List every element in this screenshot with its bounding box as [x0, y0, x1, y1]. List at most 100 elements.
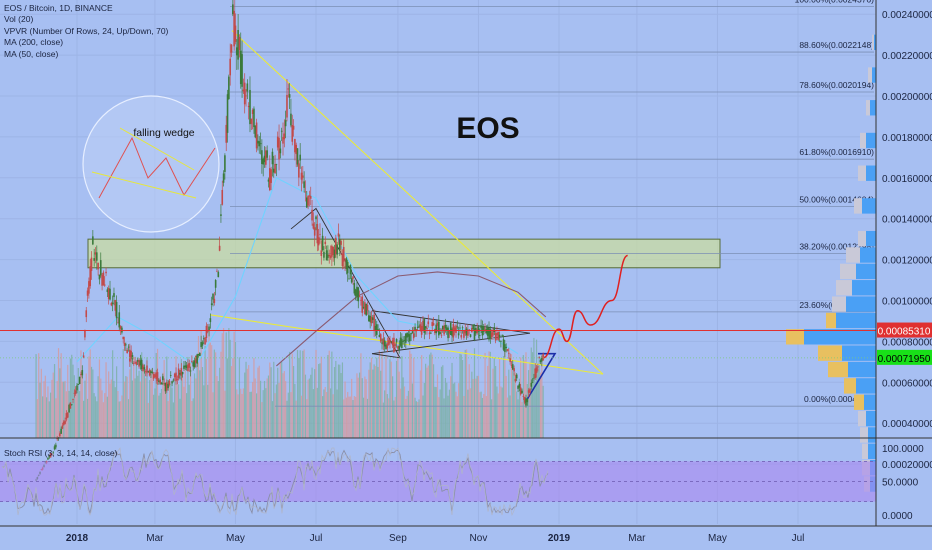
vpvr-down-row [836, 280, 852, 296]
volume-bar [170, 383, 172, 438]
candle-body [329, 255, 332, 258]
candle-body [249, 89, 251, 125]
candle-body [482, 326, 485, 332]
volume-bar [47, 386, 49, 438]
candle-body [206, 330, 209, 332]
candle-body [395, 339, 398, 343]
volume-bar [129, 369, 131, 438]
volume-bar [417, 401, 419, 438]
candle-body [237, 30, 239, 60]
y-tick-label: 0.00220000 [882, 51, 932, 62]
symbol-label[interactable]: EOS / Bitcoin, 1D, BINANCE [4, 3, 113, 13]
volume-bar [285, 381, 287, 438]
candle-body [142, 365, 144, 372]
volume-bar [410, 353, 412, 438]
volume-bar [255, 393, 258, 438]
volume-bar [537, 368, 539, 438]
candle-body [235, 47, 238, 56]
candle-body [405, 333, 407, 343]
candle-body [501, 334, 504, 336]
vpvr-up-row [866, 165, 876, 181]
indicator-ma200[interactable]: MA (200, close) [4, 37, 64, 48]
candle-body [126, 349, 128, 354]
volume-bar [48, 401, 50, 438]
volume-bar [306, 399, 308, 438]
stoch-rsi-label[interactable]: Stoch RSI (3, 3, 14, 14, close) [4, 448, 118, 458]
candle-body [251, 110, 254, 115]
candle-body [441, 325, 444, 330]
indicator-ma50[interactable]: MA (50, close) [4, 48, 59, 59]
volume-bar [414, 397, 416, 438]
volume-bar [539, 372, 542, 438]
volume-bar [384, 390, 386, 438]
volume-bar [133, 357, 135, 438]
candle-body [209, 318, 212, 323]
volume-bar [93, 393, 95, 438]
candle-body [152, 373, 155, 379]
candle-body [169, 375, 172, 376]
candle-body [180, 367, 183, 376]
indicator-vol[interactable]: Vol (20) [4, 14, 34, 25]
volume-bar [484, 352, 486, 438]
candle-body [195, 355, 197, 363]
volume-bar [273, 361, 275, 438]
candle-body [139, 360, 142, 366]
vpvr-down-row [844, 378, 856, 394]
candle-body [447, 327, 449, 339]
volume-bar [460, 354, 462, 438]
candle-body [494, 333, 497, 341]
volume-bar [80, 350, 82, 438]
volume-bar [271, 401, 274, 438]
volume-bar [454, 382, 456, 438]
volume-bar [481, 397, 484, 438]
candle-body [118, 312, 121, 328]
indicator-vpvr[interactable]: VPVR (Number Of Rows, 24, Up/Down, 70) [4, 25, 169, 36]
candle-body [250, 118, 253, 124]
candle-body [370, 316, 373, 324]
vpvr-up-row [842, 345, 876, 361]
volume-bar [472, 378, 474, 438]
candle-body [111, 302, 114, 304]
volume-bar [228, 328, 230, 438]
candle-body [488, 327, 490, 340]
candle-body [521, 390, 523, 394]
volume-bar [452, 383, 454, 438]
candle-body [385, 344, 387, 350]
volume-bar [220, 351, 222, 438]
volume-bar [397, 350, 399, 438]
vpvr-down-row [858, 410, 866, 427]
x-tick-label: Mar [628, 533, 646, 544]
candle-body [242, 89, 245, 92]
volume-bar [399, 388, 402, 438]
fib-label: 88.60%(0.0022148) [799, 40, 874, 50]
volume-bar [312, 389, 314, 438]
candle-body [271, 151, 274, 165]
candle-body [335, 237, 337, 255]
volume-bar [492, 368, 494, 438]
candle-body [411, 331, 414, 334]
candle-body [255, 122, 258, 149]
candle-body [66, 412, 69, 418]
volume-bar [458, 383, 460, 438]
fib-label: 38.20%(0.0012298) [799, 242, 874, 252]
candle-body [197, 353, 200, 356]
volume-bar [341, 362, 344, 438]
candle-body [381, 342, 383, 344]
candle-body [352, 276, 354, 279]
volume-bar [245, 361, 247, 438]
candle-body [476, 329, 478, 334]
candle-body [69, 402, 72, 409]
volume-bar [84, 380, 86, 438]
volume-bar [211, 345, 213, 438]
candle-body [232, 4, 234, 15]
volume-bar [352, 399, 354, 438]
candle-body [187, 364, 189, 371]
volume-bar [189, 361, 192, 438]
volume-bar [89, 349, 91, 438]
volume-bar [143, 364, 145, 438]
volume-bar [480, 391, 482, 438]
volume-bar [90, 366, 93, 438]
volume-bar [257, 367, 259, 438]
volume-bar [52, 372, 54, 438]
